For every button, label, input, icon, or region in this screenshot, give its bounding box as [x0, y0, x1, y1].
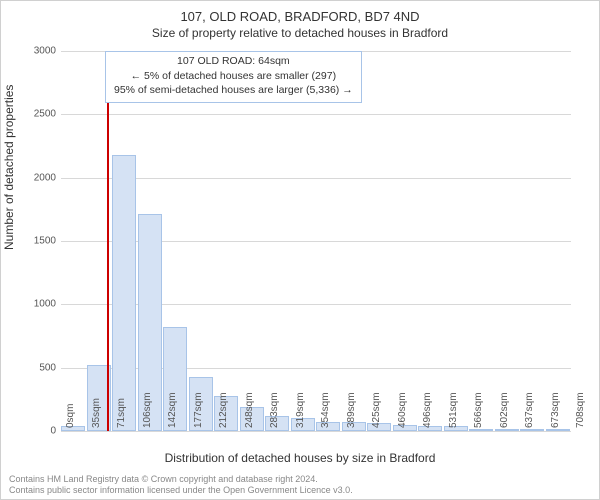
x-tick-label: 212sqm: [218, 392, 229, 428]
x-tick-label: 389sqm: [346, 392, 357, 428]
plot-area: 0500100015002000250030000sqm35sqm71sqm10…: [61, 51, 571, 431]
histogram-bar: [495, 429, 519, 431]
x-tick-label: 248sqm: [244, 392, 255, 428]
x-tick-label: 106sqm: [142, 392, 153, 428]
y-tick-label: 500: [16, 362, 56, 373]
x-tick-label: 283sqm: [269, 392, 280, 428]
chart-subtitle: Size of property relative to detached ho…: [1, 26, 599, 40]
chart-title: 107, OLD ROAD, BRADFORD, BD7 4ND: [1, 9, 599, 24]
histogram-bar: [546, 429, 570, 431]
x-tick-label: 566sqm: [473, 392, 484, 428]
x-tick-label: 637sqm: [524, 392, 535, 428]
histogram-bar: [469, 429, 493, 431]
y-tick-label: 1000: [16, 299, 56, 310]
histogram-bar: [520, 429, 544, 431]
histogram-bar: [112, 155, 136, 431]
y-tick-label: 1500: [16, 236, 56, 247]
y-tick-label: 2500: [16, 109, 56, 120]
x-tick-label: 673sqm: [550, 392, 561, 428]
x-tick-label: 35sqm: [91, 398, 102, 428]
y-tick-label: 3000: [16, 46, 56, 57]
attribution-line: Contains HM Land Registry data © Crown c…: [9, 474, 353, 486]
marker-annotation: 107 OLD ROAD: 64sqm ← 5% of detached hou…: [105, 51, 362, 103]
x-tick-label: 496sqm: [422, 392, 433, 428]
annotation-line: 107 OLD ROAD: 64sqm: [114, 54, 353, 69]
x-tick-label: 0sqm: [65, 404, 76, 428]
x-tick-label: 425sqm: [371, 392, 382, 428]
x-tick-label: 142sqm: [167, 392, 178, 428]
attribution: Contains HM Land Registry data © Crown c…: [9, 474, 353, 497]
gridline: [61, 114, 571, 115]
gridline: [61, 431, 571, 432]
gridline: [61, 178, 571, 179]
x-tick-label: 602sqm: [499, 392, 510, 428]
y-tick-label: 2000: [16, 172, 56, 183]
x-tick-label: 177sqm: [193, 392, 204, 428]
chart-container: 107, OLD ROAD, BRADFORD, BD7 4ND Size of…: [0, 0, 600, 500]
y-tick-label: 0: [16, 426, 56, 437]
y-axis-label: Number of detached properties: [2, 85, 16, 250]
x-axis-label: Distribution of detached houses by size …: [1, 451, 599, 465]
x-tick-label: 460sqm: [397, 392, 408, 428]
marker-line: [107, 51, 109, 431]
x-tick-label: 354sqm: [320, 392, 331, 428]
annotation-line: 95% of semi-detached houses are larger (…: [114, 83, 353, 98]
annotation-line: ← 5% of detached houses are smaller (297…: [114, 69, 353, 84]
x-tick-label: 319sqm: [295, 392, 306, 428]
x-tick-label: 531sqm: [448, 392, 459, 428]
attribution-line: Contains public sector information licen…: [9, 485, 353, 497]
x-tick-label: 708sqm: [575, 392, 586, 428]
x-tick-label: 71sqm: [116, 398, 127, 428]
